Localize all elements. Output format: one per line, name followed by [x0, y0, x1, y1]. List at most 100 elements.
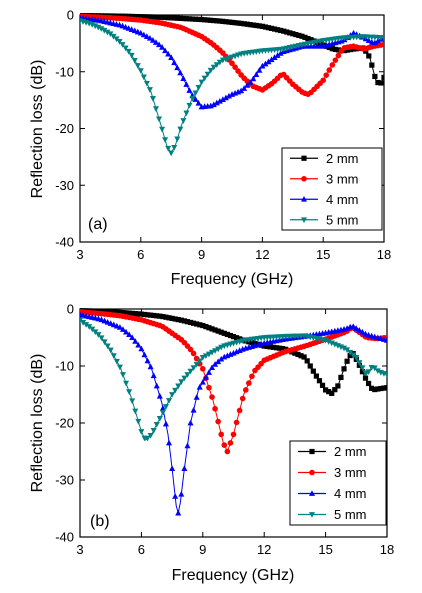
data-point: [216, 97, 223, 104]
data-point: [256, 67, 263, 73]
data-point: [187, 419, 194, 426]
data-point: [329, 46, 335, 52]
data-point: [235, 20, 241, 26]
data-point: [329, 390, 335, 396]
data-point: [217, 18, 223, 24]
data-point: [267, 344, 273, 350]
data-point: [375, 386, 381, 392]
data-point: [222, 94, 229, 101]
y-tick-label: -40: [55, 530, 74, 545]
data-point: [326, 67, 333, 73]
data-point: [224, 448, 231, 455]
data-point: [218, 431, 225, 438]
data-point: [126, 310, 132, 316]
x-tick-label: 3: [76, 542, 83, 557]
data-point: [201, 75, 208, 82]
data-point: [378, 80, 384, 86]
data-point: [259, 23, 265, 29]
data-point: [347, 349, 354, 356]
data-point: [156, 41, 163, 48]
data-point: [123, 328, 130, 335]
series-5-mm: [80, 318, 387, 442]
data-point: [153, 39, 159, 45]
data-point: [150, 372, 157, 379]
data-point: [162, 47, 169, 54]
data-point: [268, 56, 275, 63]
data-point: [198, 79, 205, 86]
data-point: [159, 44, 166, 50]
data-point: [232, 64, 238, 70]
data-point: [183, 110, 190, 117]
data-point: [156, 14, 162, 20]
data-point: [135, 418, 142, 425]
data-point: [113, 358, 120, 365]
data-point: [344, 47, 351, 53]
data-point: [359, 365, 366, 372]
data-point: [262, 24, 269, 30]
data-point: [187, 319, 194, 326]
x-tick-label: 12: [255, 247, 269, 262]
data-point: [122, 45, 129, 52]
data-point: [80, 320, 87, 326]
data-point: [186, 16, 193, 22]
data-point: [174, 64, 181, 71]
data-point: [147, 432, 154, 439]
data-point: [196, 383, 203, 390]
data-point: [350, 29, 357, 36]
data-point: [126, 331, 133, 338]
data-point: [249, 373, 255, 380]
data-point: [359, 369, 366, 375]
data-point: [113, 36, 120, 43]
data-point: [366, 53, 372, 59]
data-point: [262, 60, 269, 67]
data-point: [110, 33, 117, 40]
data-point: [344, 358, 350, 364]
y-axis-label: Reflection loss (dB): [29, 354, 46, 493]
data-point: [229, 19, 235, 25]
data-point: [149, 37, 156, 43]
data-point: [326, 44, 332, 51]
data-point: [205, 17, 211, 23]
data-point: [296, 32, 302, 39]
data-point: [144, 357, 151, 364]
data-point: [320, 77, 327, 84]
data-point: [147, 14, 153, 20]
data-point: [209, 349, 216, 356]
data-point: [310, 368, 316, 374]
data-point: [209, 364, 216, 371]
data-point: [135, 14, 141, 20]
data-point: [138, 14, 144, 20]
data-point: [227, 332, 234, 339]
data-point: [271, 54, 278, 60]
data-point: [160, 314, 166, 320]
data-point: [261, 343, 267, 349]
data-point: [125, 48, 132, 55]
data-point: [146, 87, 153, 93]
legend-entry: 2 mm: [334, 444, 367, 459]
x-tick-label: 15: [316, 247, 330, 262]
data-point: [128, 52, 135, 59]
data-point: [107, 31, 114, 38]
data-point: [189, 95, 196, 102]
data-point: [316, 378, 323, 384]
data-point: [356, 360, 363, 366]
data-point: [278, 27, 284, 34]
data-point: [196, 358, 203, 365]
legend: 2 mm 3 mm 4 mm 5 mm: [281, 147, 383, 231]
data-point: [193, 394, 200, 400]
data-point: [332, 387, 338, 393]
legend-swatch-marker: [301, 155, 307, 161]
data-point: [212, 348, 219, 354]
legend-entry: 5 mm: [334, 507, 367, 522]
data-point: [292, 350, 298, 356]
panel-b: Frequency (GHz) Reflection loss (dB) (b)…: [29, 302, 394, 585]
x-axis-label: Frequency (GHz): [171, 271, 294, 288]
data-point: [381, 385, 387, 391]
data-point: [183, 16, 189, 22]
data-point: [162, 404, 169, 410]
data-point: [123, 380, 130, 387]
data-point: [365, 380, 372, 387]
data-point: [265, 25, 272, 31]
data-point: [353, 355, 360, 361]
data-point: [230, 334, 237, 340]
